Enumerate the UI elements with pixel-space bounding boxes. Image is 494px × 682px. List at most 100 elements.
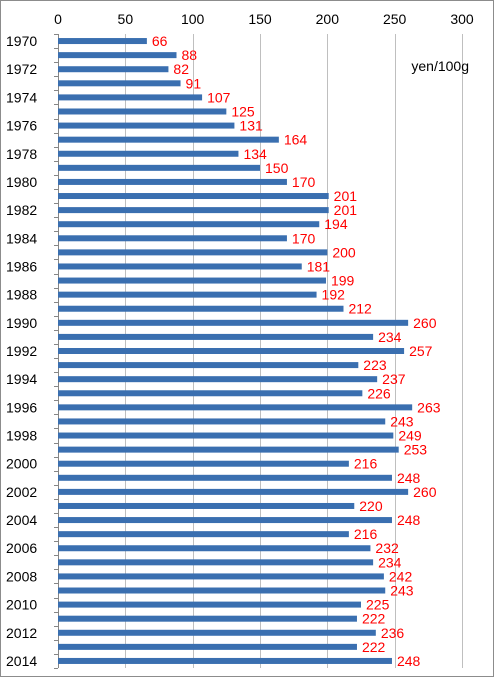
category-label-1978: 1978 (6, 146, 37, 162)
bar-1990 (58, 319, 409, 326)
value-label-1977: 164 (284, 132, 308, 148)
value-label-2004: 248 (397, 512, 421, 528)
value-label-1987: 199 (331, 273, 355, 289)
value-label-1995: 226 (367, 385, 391, 401)
value-label-1996: 263 (417, 399, 441, 415)
value-label-1993: 223 (363, 357, 387, 373)
bar-2010 (58, 601, 361, 608)
value-label-2011: 222 (362, 611, 386, 627)
bar-1988 (58, 291, 317, 298)
bar-2004 (58, 517, 392, 524)
bar-1986 (58, 263, 302, 270)
value-label-1978: 134 (243, 146, 267, 162)
bar-1984 (58, 235, 287, 242)
bar-2001 (58, 474, 392, 481)
x-tick-label: 50 (118, 11, 134, 27)
bar-1985 (58, 249, 328, 256)
bar-2000 (58, 460, 349, 467)
bar-1997 (58, 418, 386, 425)
bar-1995 (58, 390, 363, 397)
category-label-2014: 2014 (6, 653, 37, 669)
category-labels: 1970 1972 1974 1976 1978 1980 1982 1984 1986 1988… (6, 33, 37, 669)
category-label-2002: 2002 (6, 484, 37, 500)
value-label-1984: 170 (292, 230, 316, 246)
value-labels: 6688829110712513116413415017020120119417… (152, 33, 441, 669)
value-label-2000: 216 (354, 456, 378, 472)
category-label-1988: 1988 (6, 287, 37, 303)
value-label-1970: 66 (152, 33, 168, 49)
bar-1994 (58, 376, 378, 383)
bar-1989 (58, 305, 344, 312)
category-label-1984: 1984 (6, 230, 37, 246)
bar-1971 (58, 52, 177, 59)
x-tick-label: 250 (383, 11, 407, 27)
value-label-1972: 82 (173, 61, 189, 77)
value-label-2006: 232 (375, 540, 399, 556)
bar-1980 (58, 178, 287, 185)
bar-1987 (58, 277, 326, 284)
category-label-1992: 1992 (6, 343, 37, 359)
x-tick-label: 150 (248, 11, 272, 27)
value-label-1988: 192 (322, 287, 346, 303)
value-label-1973: 91 (186, 75, 202, 91)
bars (58, 38, 413, 664)
category-label-1980: 1980 (6, 174, 37, 190)
bar-2007 (58, 559, 374, 566)
value-label-1979: 150 (265, 160, 289, 176)
value-label-2009: 243 (390, 583, 414, 599)
bar-2011 (58, 615, 357, 622)
bar-1998 (58, 432, 394, 439)
value-label-1980: 170 (292, 174, 316, 190)
category-label-1994: 1994 (6, 371, 37, 387)
x-tick-label: 0 (54, 11, 62, 27)
category-label-1986: 1986 (6, 258, 37, 274)
value-label-1975: 125 (231, 103, 255, 119)
bar-2003 (58, 502, 355, 509)
value-label-1992: 257 (409, 343, 433, 359)
bar-2002 (58, 488, 409, 495)
value-label-2005: 216 (354, 526, 378, 542)
value-label-2003: 220 (359, 498, 383, 514)
bar-1999 (58, 446, 399, 453)
bar-2014 (58, 657, 392, 664)
value-label-1983: 194 (324, 216, 348, 232)
value-label-1981: 201 (334, 188, 358, 204)
bar-1970 (58, 38, 147, 45)
bar-1983 (58, 221, 320, 228)
category-label-1974: 1974 (6, 89, 37, 105)
value-label-1994: 237 (382, 371, 406, 387)
value-label-2002: 260 (413, 484, 437, 500)
value-label-2010: 225 (366, 597, 390, 613)
bar-2012 (58, 629, 376, 636)
value-label-1976: 131 (239, 118, 263, 134)
value-label-1989: 212 (348, 301, 372, 317)
bar-2006 (58, 545, 371, 552)
category-label-2012: 2012 (6, 625, 37, 641)
value-label-2007: 234 (378, 554, 402, 570)
value-label-1990: 260 (413, 315, 437, 331)
unit-label: yen/100g (411, 58, 469, 74)
value-label-1971: 88 (182, 47, 198, 63)
value-label-1991: 234 (378, 329, 402, 345)
bar-1972 (58, 66, 169, 73)
category-label-2004: 2004 (6, 512, 37, 528)
bar-1982 (58, 207, 329, 214)
bar-1975 (58, 108, 227, 115)
category-label-1982: 1982 (6, 202, 37, 218)
bar-2008 (58, 573, 384, 580)
value-label-1997: 243 (390, 413, 414, 429)
category-label-2006: 2006 (6, 540, 37, 556)
category-label-1970: 1970 (6, 33, 37, 49)
x-tick-label: 200 (316, 11, 340, 27)
value-label-1974: 107 (207, 89, 231, 105)
category-label-1976: 1976 (6, 118, 37, 134)
bar-1993 (58, 362, 359, 369)
bar-1981 (58, 193, 329, 200)
value-label-2008: 242 (389, 568, 413, 584)
bar-1979 (58, 164, 260, 171)
category-label-2008: 2008 (6, 568, 37, 584)
value-label-2001: 248 (397, 470, 421, 486)
bar-1974 (58, 94, 203, 101)
category-label-2000: 2000 (6, 456, 37, 472)
